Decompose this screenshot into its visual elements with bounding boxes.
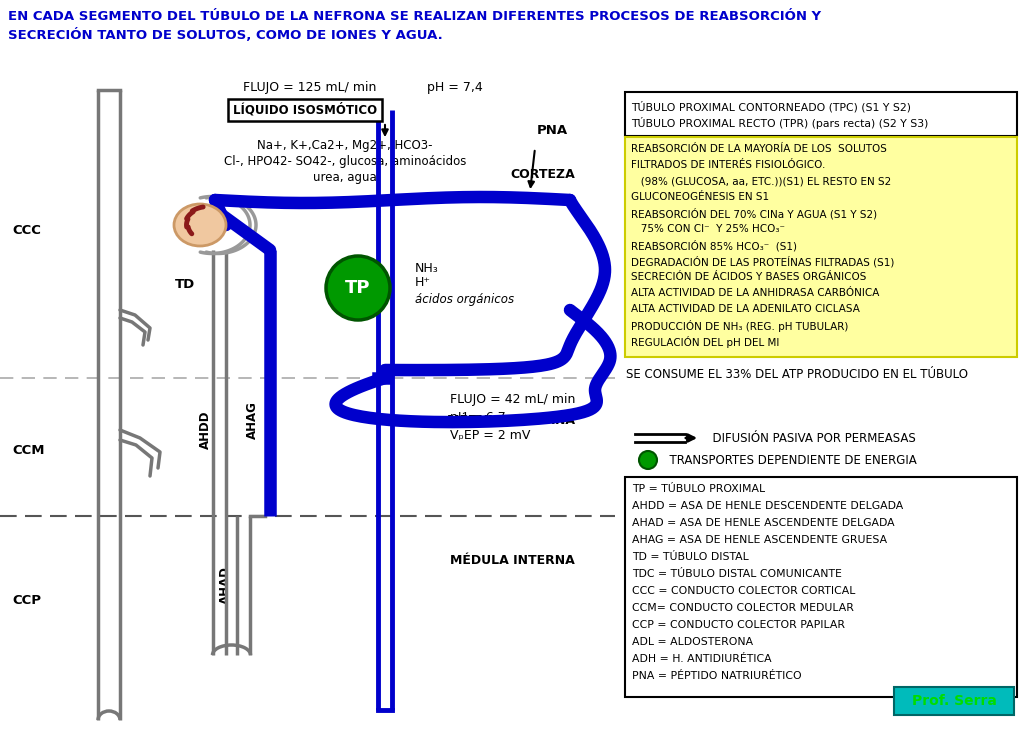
Text: AHAG: AHAG	[246, 401, 258, 439]
Text: (98% (GLUCOSA, aa, ETC.))(S1) EL RESTO EN S2: (98% (GLUCOSA, aa, ETC.))(S1) EL RESTO E…	[631, 176, 891, 186]
Text: CCP = CONDUCTO COLECTOR PAPILAR: CCP = CONDUCTO COLECTOR PAPILAR	[632, 620, 845, 630]
Text: DIFUSIÓN PASIVA POR PERMEASAS: DIFUSIÓN PASIVA POR PERMEASAS	[705, 431, 915, 444]
Text: DEGRADACIÓN DE LAS PROTEÍNAS FILTRADAS (S1): DEGRADACIÓN DE LAS PROTEÍNAS FILTRADAS (…	[631, 256, 894, 268]
Text: MÉDULA INTERNA: MÉDULA INTERNA	[451, 553, 575, 567]
Text: ALTA ACTIVIDAD DE LA ANHIDRASA CARBÓNICA: ALTA ACTIVIDAD DE LA ANHIDRASA CARBÓNICA	[631, 288, 880, 298]
Text: PNA: PNA	[537, 124, 567, 137]
Text: TÚBULO PROXIMAL RECTO (TPR) (pars recta) (S2 Y S3): TÚBULO PROXIMAL RECTO (TPR) (pars recta)…	[631, 117, 929, 129]
Text: AHDD = ASA DE HENLE DESCENDENTE DELGADA: AHDD = ASA DE HENLE DESCENDENTE DELGADA	[632, 501, 903, 511]
Text: H⁺: H⁺	[415, 276, 431, 289]
Text: CORTEZA: CORTEZA	[510, 169, 575, 181]
FancyBboxPatch shape	[625, 92, 1017, 136]
Text: Prof. Serra: Prof. Serra	[911, 694, 996, 708]
FancyBboxPatch shape	[625, 137, 1017, 357]
Circle shape	[326, 256, 390, 320]
Text: REABSORCIÓN 85% HCO₃⁻  (S1): REABSORCIÓN 85% HCO₃⁻ (S1)	[631, 240, 797, 251]
Text: pH = 7,4: pH = 7,4	[427, 81, 483, 94]
Text: CCC = CONDUCTO COLECTOR CORTICAL: CCC = CONDUCTO COLECTOR CORTICAL	[632, 586, 855, 596]
Text: AHAD = ASA DE HENLE ASCENDENTE DELGADA: AHAD = ASA DE HENLE ASCENDENTE DELGADA	[632, 518, 895, 528]
Text: CCP: CCP	[12, 594, 41, 607]
Text: 75% CON Cl⁻  Y 25% HCO₃⁻: 75% CON Cl⁻ Y 25% HCO₃⁻	[631, 224, 785, 234]
Text: ADH = H. ANTIDIURÉTICA: ADH = H. ANTIDIURÉTICA	[632, 654, 772, 664]
Circle shape	[639, 451, 657, 469]
Text: TD: TD	[175, 279, 196, 292]
Ellipse shape	[174, 204, 226, 246]
Text: ácidos orgánicos: ácidos orgánicos	[415, 294, 514, 306]
Text: ADL = ALDOSTERONA: ADL = ALDOSTERONA	[632, 637, 753, 647]
Text: NH₃: NH₃	[415, 262, 438, 275]
Text: SECRECIÓN TANTO DE SOLUTOS, COMO DE IONES Y AGUA.: SECRECIÓN TANTO DE SOLUTOS, COMO DE IONE…	[8, 28, 442, 42]
Text: TP: TP	[345, 279, 371, 297]
Text: VₚEP = 2 mV: VₚEP = 2 mV	[450, 428, 530, 442]
Text: Na+, K+,Ca2+, Mg2+, HCO3-: Na+, K+,Ca2+, Mg2+, HCO3-	[257, 138, 433, 151]
Text: AHDD: AHDD	[199, 411, 212, 450]
FancyBboxPatch shape	[894, 687, 1014, 715]
Text: CCM: CCM	[12, 444, 44, 456]
Text: AHAD: AHAD	[218, 566, 231, 604]
Text: FLUJO = 42 mL/ min: FLUJO = 42 mL/ min	[450, 393, 575, 406]
Text: REABSORCIÓN DE LA MAYORÍA DE LOS  SOLUTOS: REABSORCIÓN DE LA MAYORÍA DE LOS SOLUTOS	[631, 144, 887, 154]
Text: urea, agua: urea, agua	[313, 172, 377, 184]
Text: TDC = TÚBULO DISTAL COMUNICANTE: TDC = TÚBULO DISTAL COMUNICANTE	[632, 569, 842, 579]
Text: EN CADA SEGMENTO DEL TÚBULO DE LA NEFRONA SE REALIZAN DIFERENTES PROCESOS DE REA: EN CADA SEGMENTO DEL TÚBULO DE LA NEFRON…	[8, 10, 821, 23]
Text: PRODUCCIÓN DE NH₃ (REG. pH TUBULAR): PRODUCCIÓN DE NH₃ (REG. pH TUBULAR)	[631, 320, 848, 332]
Text: LÍQUIDO ISOSMÓTICO: LÍQUIDO ISOSMÓTICO	[232, 103, 377, 117]
Text: SE CONSUME EL 33% DEL ATP PRODUCIDO EN EL TÚBULO: SE CONSUME EL 33% DEL ATP PRODUCIDO EN E…	[626, 368, 968, 382]
Text: TD = TÚBULO DISTAL: TD = TÚBULO DISTAL	[632, 552, 749, 562]
Text: FILTRADOS DE INTERÉS FISIOLÓGICO.: FILTRADOS DE INTERÉS FISIOLÓGICO.	[631, 160, 825, 170]
Text: TÚBULO PROXIMAL CONTORNEADO (TPC) (S1 Y S2): TÚBULO PROXIMAL CONTORNEADO (TPC) (S1 Y …	[631, 101, 911, 113]
Text: PNA = PÉPTIDO NATRIURÉTICO: PNA = PÉPTIDO NATRIURÉTICO	[632, 671, 802, 681]
Text: GLUCONEOGÉNESIS EN S1: GLUCONEOGÉNESIS EN S1	[631, 192, 769, 202]
Text: ALTA ACTIVIDAD DE LA ADENILATO CICLASA: ALTA ACTIVIDAD DE LA ADENILATO CICLASA	[631, 304, 860, 314]
Text: REGULACIÓN DEL pH DEL MI: REGULACIÓN DEL pH DEL MI	[631, 336, 779, 348]
Text: TP = TÚBULO PROXIMAL: TP = TÚBULO PROXIMAL	[632, 484, 765, 494]
Text: SECRECIÓN DE ÁCIDOS Y BASES ORGÁNICOS: SECRECIÓN DE ÁCIDOS Y BASES ORGÁNICOS	[631, 272, 866, 282]
Text: TRANSPORTES DEPENDIENTE DE ENERGIA: TRANSPORTES DEPENDIENTE DE ENERGIA	[662, 453, 916, 466]
FancyBboxPatch shape	[625, 477, 1017, 697]
Text: REABSORCIÓN DEL 70% ClNa Y AGUA (S1 Y S2): REABSORCIÓN DEL 70% ClNa Y AGUA (S1 Y S2…	[631, 208, 878, 219]
Text: CCC: CCC	[12, 224, 41, 237]
Text: Cl-, HPO42- SO42-, glucosa, aminoácidos: Cl-, HPO42- SO42-, glucosa, aminoácidos	[224, 156, 466, 169]
Text: FLUJO = 125 mL/ min: FLUJO = 125 mL/ min	[244, 81, 377, 94]
Text: AHAG = ASA DE HENLE ASCENDENTE GRUESA: AHAG = ASA DE HENLE ASCENDENTE GRUESA	[632, 535, 887, 545]
Text: pH = 6,7: pH = 6,7	[450, 412, 506, 425]
Text: MÉDULA EXTERNA: MÉDULA EXTERNA	[447, 414, 575, 426]
Text: CCM= CONDUCTO COLECTOR MEDULAR: CCM= CONDUCTO COLECTOR MEDULAR	[632, 603, 854, 613]
